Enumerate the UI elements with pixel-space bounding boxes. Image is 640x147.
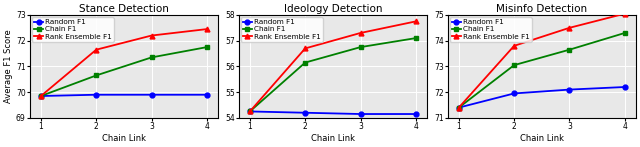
Rank Ensemble F1 bbox=[92, 49, 100, 51]
Rank Ensemble F1 bbox=[356, 32, 364, 34]
Rank Ensemble F1 bbox=[203, 28, 211, 30]
Random F1 bbox=[455, 107, 463, 108]
Line: Chain F1: Chain F1 bbox=[38, 45, 209, 98]
Random F1 bbox=[203, 94, 211, 96]
Random F1 bbox=[246, 111, 253, 112]
Title: Ideology Detection: Ideology Detection bbox=[284, 4, 382, 14]
Random F1 bbox=[92, 94, 100, 96]
Chain F1 bbox=[148, 57, 156, 58]
Rank Ensemble F1 bbox=[301, 47, 309, 49]
Chain F1 bbox=[301, 62, 309, 64]
Rank Ensemble F1 bbox=[455, 107, 463, 108]
Line: Rank Ensemble F1: Rank Ensemble F1 bbox=[456, 11, 627, 110]
Chain F1 bbox=[621, 32, 628, 34]
Random F1 bbox=[37, 95, 45, 97]
Random F1 bbox=[356, 113, 364, 115]
Line: Chain F1: Chain F1 bbox=[248, 36, 419, 114]
Random F1 bbox=[148, 94, 156, 96]
Title: Misinfo Detection: Misinfo Detection bbox=[496, 4, 588, 14]
Rank Ensemble F1 bbox=[148, 35, 156, 36]
Rank Ensemble F1 bbox=[246, 111, 253, 112]
Chain F1 bbox=[566, 49, 573, 51]
Line: Rank Ensemble F1: Rank Ensemble F1 bbox=[38, 27, 209, 98]
Y-axis label: Average F1 Score: Average F1 Score bbox=[4, 30, 13, 103]
Chain F1 bbox=[37, 95, 45, 97]
Legend: Random F1, Chain F1, Rank Ensemble F1: Random F1, Chain F1, Rank Ensemble F1 bbox=[32, 17, 114, 42]
Chain F1 bbox=[356, 46, 364, 48]
Rank Ensemble F1 bbox=[37, 95, 45, 97]
Chain F1 bbox=[510, 64, 518, 66]
Rank Ensemble F1 bbox=[510, 45, 518, 47]
Line: Random F1: Random F1 bbox=[456, 85, 627, 110]
Random F1 bbox=[510, 93, 518, 94]
X-axis label: Chain Link: Chain Link bbox=[311, 134, 355, 143]
Line: Random F1: Random F1 bbox=[38, 92, 209, 98]
Line: Chain F1: Chain F1 bbox=[456, 31, 627, 110]
Random F1 bbox=[566, 89, 573, 90]
Random F1 bbox=[301, 112, 309, 114]
Random F1 bbox=[412, 113, 420, 115]
Chain F1 bbox=[92, 75, 100, 76]
Random F1 bbox=[621, 86, 628, 88]
Title: Stance Detection: Stance Detection bbox=[79, 4, 169, 14]
X-axis label: Chain Link: Chain Link bbox=[520, 134, 564, 143]
Chain F1 bbox=[203, 46, 211, 48]
Rank Ensemble F1 bbox=[621, 13, 628, 15]
Chain F1 bbox=[412, 37, 420, 39]
X-axis label: Chain Link: Chain Link bbox=[102, 134, 146, 143]
Rank Ensemble F1 bbox=[412, 20, 420, 22]
Chain F1 bbox=[246, 111, 253, 112]
Line: Rank Ensemble F1: Rank Ensemble F1 bbox=[248, 19, 419, 114]
Legend: Random F1, Chain F1, Rank Ensemble F1: Random F1, Chain F1, Rank Ensemble F1 bbox=[450, 17, 532, 42]
Chain F1 bbox=[455, 107, 463, 108]
Line: Random F1: Random F1 bbox=[248, 109, 419, 116]
Legend: Random F1, Chain F1, Rank Ensemble F1: Random F1, Chain F1, Rank Ensemble F1 bbox=[241, 17, 323, 42]
Rank Ensemble F1 bbox=[566, 27, 573, 29]
